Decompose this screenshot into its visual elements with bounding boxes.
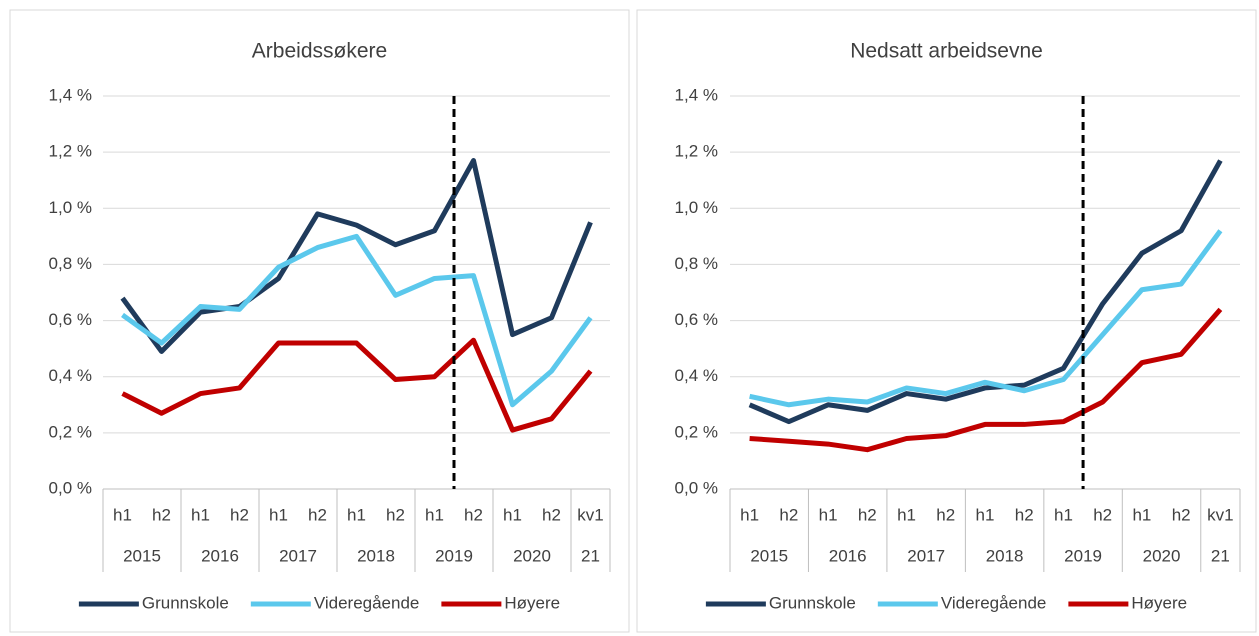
x-tick-label: h1 bbox=[897, 505, 916, 524]
y-tick-label: 1,4 % bbox=[49, 85, 92, 104]
x-tick-label: kv1 bbox=[1207, 505, 1233, 524]
y-tick-label: 0,2 % bbox=[49, 422, 92, 441]
x-tick-label: h2 bbox=[230, 505, 249, 524]
y-tick-label: 0,6 % bbox=[675, 310, 718, 329]
legend-label: Grunnskole bbox=[769, 593, 856, 612]
x-tick-label: h2 bbox=[152, 505, 171, 524]
x-tick-label: h1 bbox=[1054, 505, 1073, 524]
legend-label: Grunnskole bbox=[142, 593, 229, 612]
x-tick-label: h2 bbox=[1093, 505, 1112, 524]
x-group-label: 2019 bbox=[1064, 546, 1102, 565]
series-line bbox=[121, 233, 593, 408]
y-tick-label: 0,4 % bbox=[675, 366, 718, 385]
x-group-label: 2019 bbox=[435, 546, 473, 565]
x-tick-label: h2 bbox=[464, 505, 483, 524]
x-tick-label: h2 bbox=[936, 505, 955, 524]
series-line bbox=[120, 158, 593, 354]
x-tick-label: h2 bbox=[542, 505, 561, 524]
x-group-label: 2016 bbox=[201, 546, 239, 565]
x-tick-label: h1 bbox=[976, 505, 995, 524]
legend-label: Høyere bbox=[1131, 593, 1187, 612]
y-tick-label: 1,0 % bbox=[49, 198, 92, 217]
x-tick-label: h2 bbox=[1015, 505, 1034, 524]
y-tick-label: 1,2 % bbox=[49, 142, 92, 161]
panel-border bbox=[9, 9, 630, 633]
x-group-label: 2018 bbox=[986, 546, 1024, 565]
x-tick-label: h1 bbox=[425, 505, 444, 524]
y-tick-label: 1,2 % bbox=[675, 142, 718, 161]
x-tick-label: h1 bbox=[740, 505, 759, 524]
y-tick-label: 0,8 % bbox=[675, 254, 718, 273]
x-group-label: 2017 bbox=[279, 546, 317, 565]
x-group-label: 2020 bbox=[513, 546, 551, 565]
chart-panel: Nedsatt arbeidsevne 0,0 % 0,2 % 0,4 % 0,6 % 0… bbox=[636, 9, 1257, 633]
x-group-label: 21 bbox=[581, 546, 600, 565]
x-tick-label: h2 bbox=[386, 505, 405, 524]
x-tick-label: h1 bbox=[819, 505, 838, 524]
x-tick-label: kv1 bbox=[577, 505, 603, 524]
y-tick-label: 0,2 % bbox=[675, 422, 718, 441]
x-group-label: 2016 bbox=[829, 546, 867, 565]
x-tick-label: h1 bbox=[503, 505, 522, 524]
x-tick-label: h1 bbox=[347, 505, 366, 524]
y-tick-label: 1,4 % bbox=[675, 85, 718, 104]
x-tick-label: h1 bbox=[269, 505, 288, 524]
series-line bbox=[749, 307, 1223, 453]
x-group-label: 2018 bbox=[357, 546, 395, 565]
legend-label: Videregående bbox=[314, 593, 420, 612]
x-tick-label: h2 bbox=[779, 505, 798, 524]
chart-panel: Arbeidssøkere 0,0 % 0,2 % 0,4 % 0,6 % 0,8 % 1,… bbox=[9, 9, 630, 633]
series-line bbox=[748, 159, 1223, 425]
y-tick-label: 1,0 % bbox=[675, 198, 718, 217]
x-group-label: 21 bbox=[1211, 546, 1230, 565]
chart-title: Arbeidssøkere bbox=[252, 40, 387, 63]
legend: Grunnskole Videregående Høyere bbox=[705, 593, 1187, 612]
legend-label: Høyere bbox=[504, 593, 560, 612]
x-group-label: 2017 bbox=[907, 546, 945, 565]
y-tick-label: 0,0 % bbox=[49, 478, 92, 497]
y-tick-label: 0,6 % bbox=[49, 310, 92, 329]
x-group-label: 2020 bbox=[1143, 546, 1181, 565]
y-tick-label: 0,0 % bbox=[675, 478, 718, 497]
y-tick-label: 0,4 % bbox=[49, 366, 92, 385]
x-group-label: 2015 bbox=[123, 546, 161, 565]
x-tick-label: h1 bbox=[1132, 505, 1151, 524]
legend-label: Videregående bbox=[941, 593, 1047, 612]
y-tick-label: 0,8 % bbox=[49, 254, 92, 273]
x-tick-label: h2 bbox=[858, 505, 877, 524]
x-tick-label: h2 bbox=[308, 505, 327, 524]
chart-title: Nedsatt arbeidsevne bbox=[850, 40, 1043, 63]
x-tick-label: h2 bbox=[1172, 505, 1191, 524]
panel-border bbox=[636, 9, 1257, 633]
legend: Grunnskole Videregående Høyere bbox=[78, 593, 560, 612]
series-line bbox=[121, 337, 593, 433]
x-tick-label: h1 bbox=[113, 505, 132, 524]
x-group-label: 2015 bbox=[750, 546, 788, 565]
x-tick-label: h1 bbox=[191, 505, 210, 524]
series-line bbox=[749, 229, 1223, 408]
